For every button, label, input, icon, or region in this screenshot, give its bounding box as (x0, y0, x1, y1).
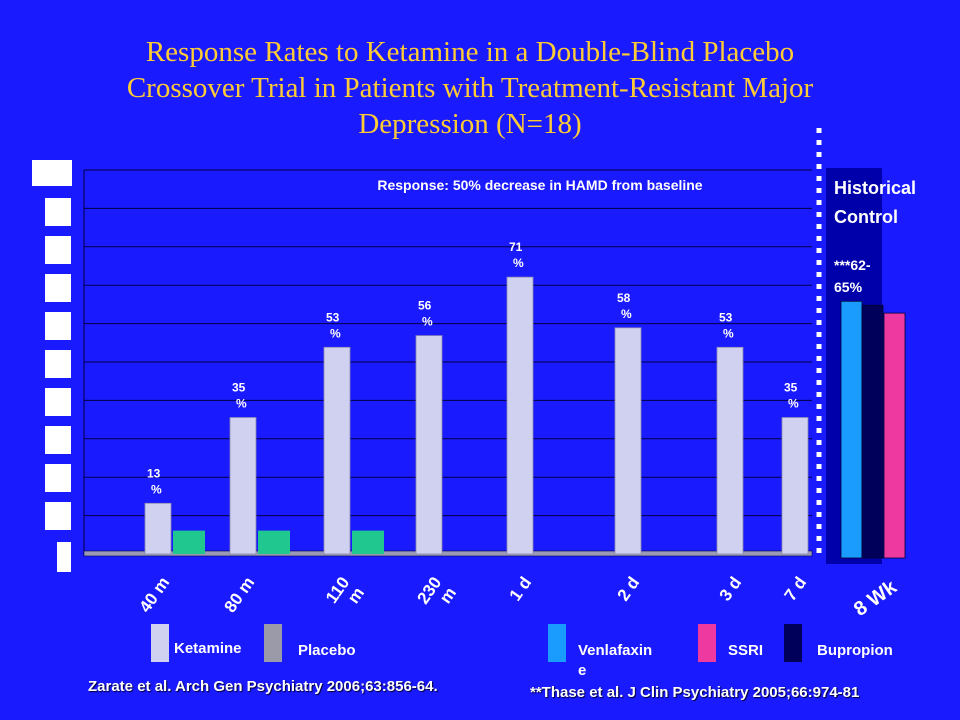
axis-tick-block-2 (45, 236, 71, 264)
ketamine-bar-2d (614, 327, 642, 555)
ketamine-value-unit-4: % (513, 256, 524, 270)
x-tick-label-4: 1 d (506, 573, 536, 604)
ketamine-bar-40m (144, 502, 172, 555)
placebo-bar-110m (352, 530, 384, 554)
axis-tick-block-7 (45, 426, 71, 454)
axis-tick-block-6 (45, 388, 71, 416)
legend-swatch-ketamine (151, 624, 169, 662)
axis-tick-block-10 (57, 542, 71, 572)
x-tick-label-2: 110m (322, 573, 368, 617)
legend-label-ketamine: Ketamine (174, 640, 242, 657)
legend-label-venlafaxine-1: Venlafaxin (578, 642, 652, 659)
legend-label-bupropion: Bupropion (817, 642, 893, 659)
historical-bar-ssri (883, 312, 906, 559)
page-title: Response Rates to Ketamine in a Double-B… (60, 34, 880, 142)
x-tick-label-6: 3 d (716, 573, 746, 604)
ketamine-bar-7d (781, 417, 809, 555)
ketamine-value-unit-0: % (151, 482, 162, 496)
ketamine-value-unit-1: % (236, 397, 247, 411)
placebo-bar-80m (258, 530, 290, 554)
ketamine-value-unit-2: % (330, 326, 341, 340)
legend-swatch-placebo (264, 624, 282, 662)
ketamine-bar-1d (506, 276, 534, 555)
legend-label-venlafaxine-2: e (578, 662, 586, 679)
ketamine-value-unit-7: % (788, 397, 799, 411)
ketamine-value-label-3: 56 (418, 299, 432, 313)
ketamine-value-unit-5: % (621, 307, 632, 321)
footnote-zarate: Zarate et al. Arch Gen Psychiatry 2006;6… (88, 678, 438, 695)
historical-range-line-1: ***62- (834, 257, 871, 273)
ketamine-value-label-1: 35 (232, 381, 246, 395)
axis-tick-block-5 (45, 350, 71, 378)
x-axis-floor (83, 550, 813, 557)
axis-tick-block-0 (32, 160, 72, 186)
ketamine-bar-230m (415, 335, 443, 555)
ketamine-bar-80m (229, 417, 257, 555)
axis-tick-block-1 (45, 198, 71, 226)
ketamine-value-unit-3: % (422, 315, 433, 329)
legend-swatch-bupropion (784, 624, 802, 662)
legend-swatch-venlafaxine (548, 624, 566, 662)
x-tick-label-0: 40 m (135, 573, 173, 616)
legend-label-ssri: SSRI (728, 642, 763, 659)
ketamine-value-label-7: 35 (784, 381, 798, 395)
ketamine-value-label-5: 58 (617, 291, 631, 305)
title-line-3: Depression (N=18) (358, 108, 582, 140)
axis-tick-block-3 (45, 274, 71, 302)
axis-tick-block-8 (45, 464, 71, 492)
historical-range-line-2: 65% (834, 279, 863, 295)
x-tick-label-3: 230m (413, 573, 460, 617)
historical-title-line-2: Control (834, 207, 898, 227)
legend-swatch-ssri (698, 624, 716, 662)
historical-bar-venlafaxine (840, 300, 863, 559)
x-tick-label-1: 80 m (220, 573, 258, 616)
ketamine-value-label-4: 71 (509, 240, 523, 254)
footnote-thase: **Thase et al. J Clin Psychiatry 2005;66… (530, 684, 860, 701)
axis-tick-block-4 (45, 312, 71, 340)
axis-tick-block-9 (45, 502, 71, 530)
x-tick-label-historical: 8 Wk (850, 576, 902, 621)
ketamine-value-unit-6: % (723, 326, 734, 340)
legend-label-placebo: Placebo (298, 642, 356, 659)
chart-subtitle: Response: 50% decrease in HAMD from base… (377, 177, 702, 193)
ketamine-value-label-2: 53 (326, 310, 340, 324)
title-line-2: Crossover Trial in Patients with Treatme… (126, 72, 814, 104)
x-tick-label-7: 7 d (781, 573, 811, 604)
title-line-1: Response Rates to Ketamine in a Double-B… (145, 36, 795, 68)
ketamine-bar-3d (716, 346, 744, 555)
ketamine-value-label-6: 53 (719, 310, 733, 324)
ketamine-bar-110m (323, 346, 351, 555)
historical-title-line-1: Historical (834, 178, 916, 198)
ketamine-value-label-0: 13 (147, 466, 161, 480)
placebo-bar-40m (173, 530, 205, 554)
x-tick-label-5: 2 d (614, 573, 644, 604)
historical-bar-bupropion (861, 304, 884, 559)
